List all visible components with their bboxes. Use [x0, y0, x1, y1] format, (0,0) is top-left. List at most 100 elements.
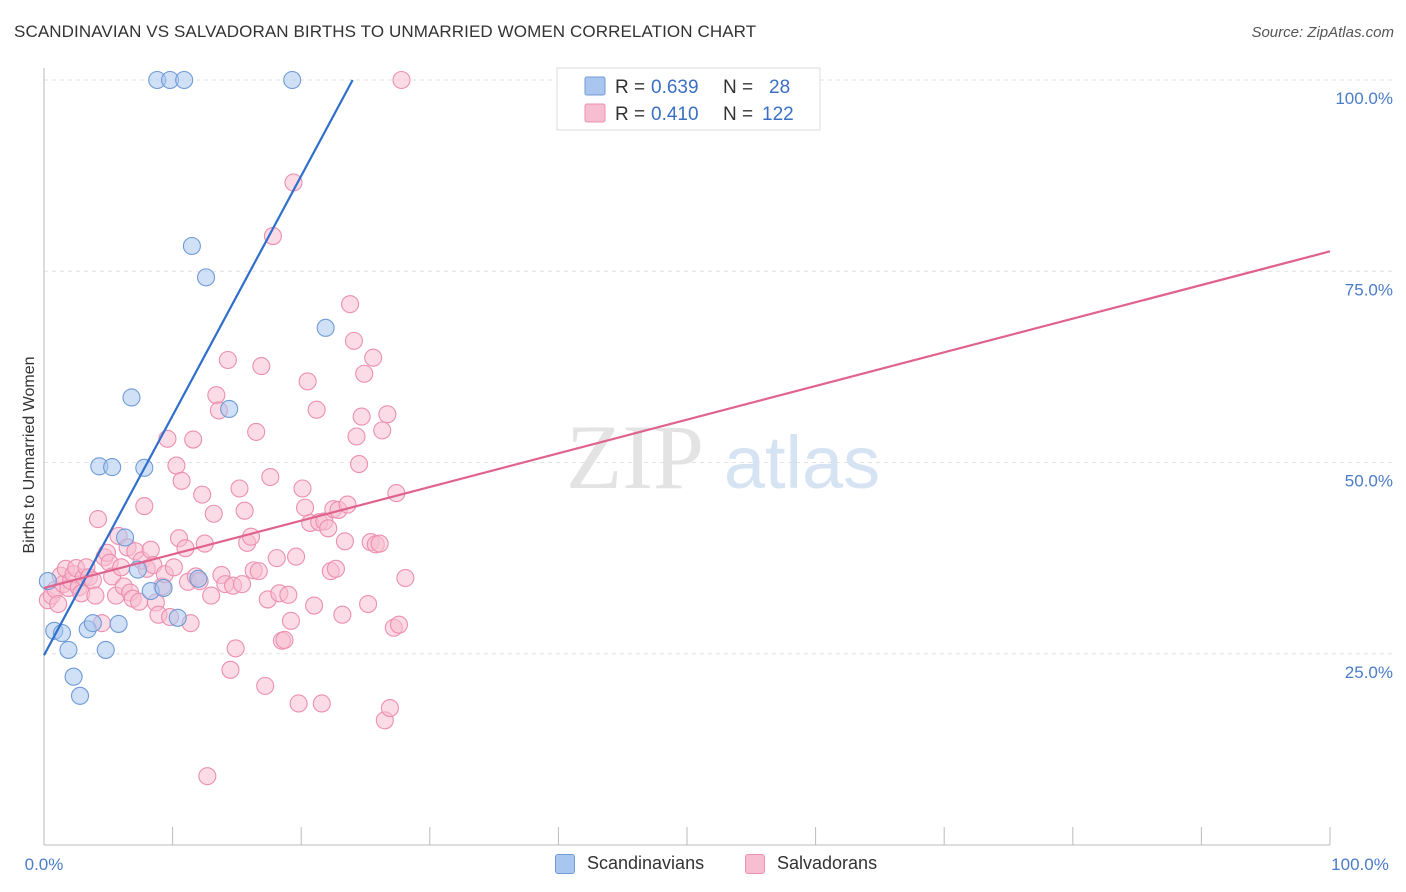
point-salvadorans-88 — [289, 694, 308, 713]
point-scandinavians-18 — [154, 578, 173, 598]
point-salvadorans-68 — [232, 575, 252, 594]
series-legend: Scandinavians Salvadorans — [0, 850, 1406, 880]
point-scandinavians-10 — [103, 458, 122, 477]
point-salvadorans-83 — [275, 630, 294, 650]
point-salvadorans-90 — [296, 498, 315, 517]
point-salvadorans-80 — [267, 549, 286, 568]
legend-item-scandinavians: Scandinavians — [555, 853, 704, 874]
point-salvadorans-85 — [281, 611, 300, 630]
point-salvadorans-73 — [247, 422, 266, 441]
point-salvadorans-84 — [279, 585, 298, 604]
point-salvadorans-123 — [389, 615, 408, 634]
chart-title: SCANDINAVIAN VS SALVADORAN BIRTHS TO UNM… — [14, 22, 757, 41]
y-tick-label-75: 75.0% — [1345, 280, 1393, 299]
legend-n-label-1: N = — [723, 77, 753, 98]
trend-line-salvadorans — [43, 250, 1331, 590]
point-salvadorans-51 — [184, 430, 203, 449]
point-salvadorans-106 — [341, 295, 360, 314]
legend-label-scandinavians: Scandinavians — [587, 853, 705, 873]
data-points — [38, 70, 415, 786]
point-salvadorans-47 — [172, 471, 191, 490]
point-salvadorans-59 — [207, 386, 226, 405]
point-salvadorans-44 — [164, 558, 183, 577]
x-tick-label-0: 0.0% — [25, 855, 64, 874]
point-scandinavians-22 — [182, 236, 201, 256]
point-scandinavians-25 — [220, 399, 239, 419]
trend-line-scandinavians — [43, 79, 354, 656]
point-scandinavians-13 — [122, 388, 141, 407]
point-salvadorans-58 — [204, 504, 223, 523]
point-scandinavians-27 — [316, 318, 335, 337]
stats-legend: R = 0.639 N = 28 R = 0.410 N = 122 — [556, 67, 821, 131]
y-tick-label-25: 25.0% — [1345, 663, 1393, 682]
legend-swatch-salvadorans — [584, 103, 606, 123]
point-salvadorans-76 — [256, 676, 275, 695]
point-salvadorans-112 — [359, 594, 378, 614]
point-salvadorans-54 — [193, 485, 212, 504]
source-label: Source: ZipAtlas.com — [1251, 24, 1394, 41]
point-salvadorans-45 — [167, 456, 186, 475]
point-salvadorans-104 — [335, 532, 354, 551]
point-scandinavians-7 — [83, 614, 102, 633]
tick-labels: 25.0% 50.0% 75.0% 100.0% 0.0% 100.0% — [25, 89, 1393, 874]
watermark: ZIP atlas — [566, 406, 880, 508]
point-salvadorans-116 — [370, 534, 389, 553]
legend-r-value-2: 0.410 — [651, 104, 699, 125]
point-salvadorans-101 — [326, 559, 345, 578]
point-salvadorans-124 — [392, 70, 411, 90]
point-scandinavians-26 — [283, 70, 302, 90]
point-salvadorans-69 — [235, 501, 254, 520]
watermark-atlas: atlas — [724, 421, 880, 504]
point-salvadorans-57 — [202, 586, 221, 605]
legend-n-value-1: 28 — [769, 77, 790, 98]
watermark-zip: ZIP — [566, 406, 704, 508]
legend-label-salvadorans: Salvadorans — [777, 853, 878, 873]
point-scandinavians-5 — [70, 686, 90, 705]
legend-n-label-2: N = — [723, 104, 753, 125]
point-scandinavians-4 — [64, 667, 83, 686]
point-scandinavians-23 — [189, 569, 208, 588]
point-salvadorans-42 — [158, 429, 177, 448]
gridlines — [44, 79, 1392, 655]
point-salvadorans-17 — [86, 586, 105, 605]
point-salvadorans-94 — [307, 400, 326, 419]
point-salvadorans-96 — [312, 694, 331, 713]
point-salvadorans-103 — [333, 605, 352, 624]
point-salvadorans-93 — [305, 596, 324, 615]
point-scandinavians-24 — [196, 268, 216, 287]
point-salvadorans-91 — [298, 372, 317, 391]
point-scandinavians-21 — [175, 70, 194, 90]
trend-lines — [43, 79, 1331, 656]
y-tick-label-100: 100.0% — [1335, 89, 1393, 108]
point-salvadorans-63 — [218, 350, 237, 370]
point-salvadorans-109 — [350, 454, 369, 474]
point-salvadorans-108 — [347, 427, 366, 446]
axes — [43, 68, 1331, 846]
point-salvadorans-75 — [252, 357, 271, 376]
point-salvadorans-74 — [249, 562, 268, 581]
point-salvadorans-3 — [49, 594, 68, 614]
point-scandinavians-11 — [109, 614, 128, 633]
legend-swatch-scandinavians-bottom — [555, 853, 575, 874]
point-salvadorans-34 — [135, 497, 154, 516]
legend-swatch-salvadorans-bottom — [745, 853, 765, 874]
x-tick-label-100: 100.0% — [1331, 855, 1389, 874]
point-salvadorans-114 — [364, 348, 383, 367]
point-salvadorans-36 — [141, 540, 160, 559]
point-salvadorans-98 — [319, 519, 338, 538]
legend-swatch-scandinavians — [584, 76, 606, 96]
point-salvadorans-125 — [396, 568, 415, 588]
point-scandinavians-20 — [168, 608, 187, 627]
point-salvadorans-111 — [355, 364, 374, 383]
point-scandinavians-9 — [96, 640, 115, 659]
point-salvadorans-89 — [293, 479, 312, 498]
point-salvadorans-67 — [230, 479, 249, 498]
point-salvadorans-56 — [198, 767, 217, 786]
legend-item-salvadorans: Salvadorans — [745, 853, 877, 874]
point-salvadorans-117 — [373, 421, 392, 440]
point-scandinavians-12 — [115, 528, 135, 547]
point-scandinavians-3 — [59, 640, 78, 659]
point-salvadorans-107 — [344, 331, 363, 350]
legend-n-value-2: 122 — [762, 104, 794, 125]
